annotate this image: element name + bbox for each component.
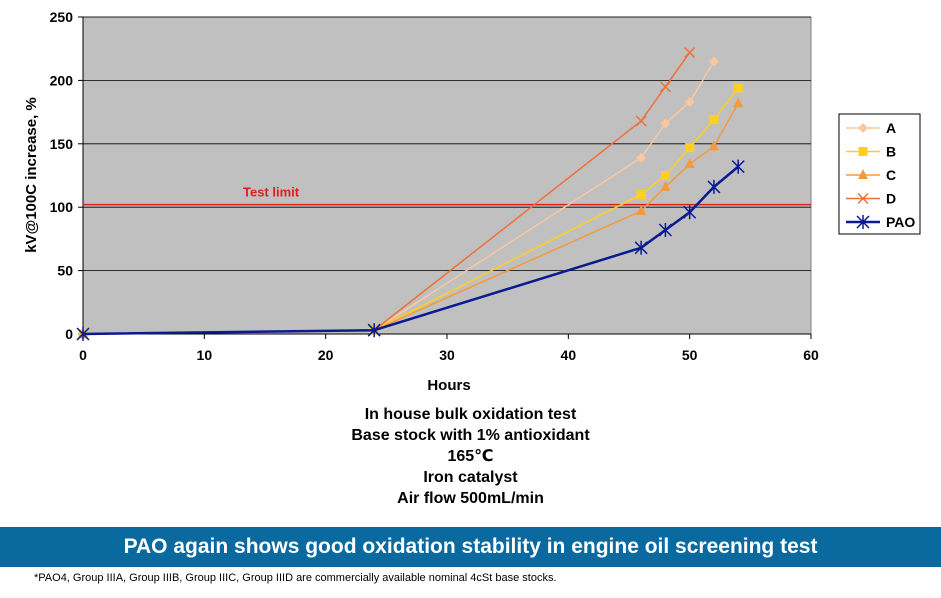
legend-item-b: B — [846, 144, 896, 160]
x-tick-label: 50 — [682, 347, 698, 363]
y-axis-ticks: 0 50 100 150 200 250 — [50, 9, 83, 342]
data-point-a — [660, 118, 671, 129]
data-point-pao — [707, 179, 721, 194]
data-point-c — [708, 140, 719, 151]
series-pao — [76, 159, 745, 341]
conclusion-banner: PAO again shows good oxidation stability… — [0, 527, 941, 567]
data-point-b — [709, 115, 719, 125]
series-group — [76, 46, 745, 341]
data-point-pao — [731, 159, 745, 174]
data-point-d — [659, 81, 671, 93]
legend-swatch-marker — [858, 169, 868, 179]
data-point-pao — [683, 205, 697, 220]
data-point-b — [733, 83, 743, 93]
x-tick-label: 0 — [79, 347, 87, 363]
test-limit: Test limit — [83, 185, 811, 206]
data-point-b — [636, 190, 646, 200]
legend-label: B — [886, 144, 896, 160]
caption-line-test: In house bulk oxidation test — [364, 406, 577, 423]
data-point-pao — [76, 327, 90, 341]
x-tick-label: 30 — [439, 347, 455, 363]
x-tick-label: 40 — [561, 347, 577, 363]
x-tick-label: 20 — [318, 347, 334, 363]
legend-item-c: C — [846, 167, 896, 183]
legend-item-a: A — [846, 120, 896, 136]
data-point-c — [684, 158, 695, 169]
x-axis-title: Hours — [427, 377, 470, 394]
data-point-d — [635, 115, 647, 127]
legend-label: A — [886, 120, 896, 136]
test-limit-label: Test limit — [243, 185, 300, 200]
data-point-pao — [634, 240, 648, 255]
legend-swatch-marker — [858, 123, 868, 133]
data-point-a — [636, 152, 647, 163]
y-tick-label: 150 — [50, 136, 74, 152]
data-point-c — [660, 180, 671, 191]
legend-label: C — [886, 167, 896, 183]
legend-swatch-marker — [856, 215, 870, 229]
data-point-d — [684, 46, 696, 59]
y-axis-title: kV@100C increase, % — [23, 97, 40, 253]
x-axis-ticks: 0 10 20 30 40 50 60 — [79, 334, 819, 363]
y-tick-label: 0 — [65, 326, 73, 342]
legend-box — [838, 113, 921, 235]
data-point-a — [708, 56, 719, 67]
x-tick-label: 60 — [803, 347, 819, 363]
data-point-a — [684, 96, 695, 107]
footnote: *PAO4, Group IIIA, Group IIIB, Group III… — [34, 572, 557, 584]
y-tick-label: 100 — [50, 199, 74, 215]
data-point-pao — [367, 323, 381, 338]
y-tick-label: 50 — [57, 263, 73, 279]
legend-label: D — [886, 191, 896, 207]
data-point-b — [685, 143, 695, 153]
plot-area — [82, 16, 812, 335]
caption-line-temperature: 165℃ — [447, 448, 494, 465]
legend-item-d: D — [846, 191, 896, 207]
y-tick-label: 200 — [50, 72, 74, 88]
caption-line-air-flow: Air flow 500mL/min — [397, 490, 544, 507]
legend-label: PAO — [886, 214, 915, 230]
legend-swatch-marker — [857, 192, 869, 205]
caption-line-catalyst: Iron catalyst — [423, 469, 518, 486]
x-tick-label: 10 — [197, 347, 213, 363]
y-tick-label: 250 — [50, 9, 74, 25]
data-point-b — [660, 171, 670, 180]
data-point-pao — [658, 223, 672, 238]
data-point-c — [636, 205, 647, 216]
test-conditions-caption: In house bulk oxidation test Base stock … — [0, 404, 941, 509]
data-point-c — [733, 97, 744, 108]
oxidation-chart: 0 50 100 150 200 250 0 10 20 30 40 50 60 Test limit… — [23, 9, 921, 394]
legend-swatch-marker — [858, 147, 868, 156]
legend-item-pao: PAO — [846, 214, 915, 230]
caption-line-base-stock: Base stock with 1% antioxidant — [351, 427, 590, 444]
